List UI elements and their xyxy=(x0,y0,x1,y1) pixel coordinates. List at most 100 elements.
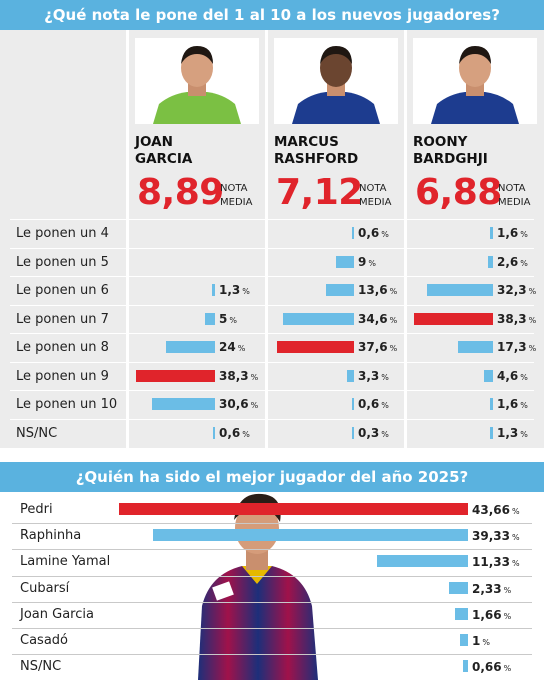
value-label: 1,6% xyxy=(497,226,528,240)
row-divider xyxy=(12,628,532,629)
value-bar xyxy=(335,255,354,268)
value-bar xyxy=(283,312,354,325)
value-bar xyxy=(460,634,468,646)
value-label: 1,66% xyxy=(472,607,512,622)
row-label: Le ponen un 9 xyxy=(16,368,109,384)
value-bar xyxy=(352,398,354,410)
value-label: 1,3% xyxy=(219,283,250,297)
column-divider xyxy=(265,30,268,448)
value-bar xyxy=(204,312,215,325)
column-divider xyxy=(404,30,407,448)
row-divider xyxy=(12,601,532,603)
row-divider xyxy=(10,219,534,220)
value-bar xyxy=(153,529,468,542)
row-label: Joan Garcia xyxy=(20,606,94,622)
row-label: Le ponen un 8 xyxy=(16,340,109,355)
value-bar xyxy=(414,312,493,325)
value-label: 11,33% xyxy=(472,555,520,570)
value-label: 4,6% xyxy=(497,368,528,383)
row-divider xyxy=(10,247,534,249)
value-bar xyxy=(454,607,468,620)
value-bar xyxy=(487,255,493,268)
player-rating: 7,12 xyxy=(276,172,363,213)
row-label: Cubarsí xyxy=(20,580,70,596)
player-name: ROONY BARDGHJI xyxy=(413,134,488,167)
value-label: 38,3% xyxy=(497,311,537,326)
nota-media-label: NOTA MEDIA xyxy=(220,183,253,208)
value-bar xyxy=(489,227,493,239)
value-bar xyxy=(352,426,354,439)
player-rating: 8,89 xyxy=(137,172,224,213)
value-bar xyxy=(352,227,354,239)
value-label: 2,6% xyxy=(497,254,528,269)
value-label: 2,33% xyxy=(472,581,512,596)
player-rating: 6,88 xyxy=(415,172,502,213)
row-divider xyxy=(10,390,534,391)
player-name: JOAN GARCIA xyxy=(135,134,193,167)
value-label: 0,6% xyxy=(358,226,389,240)
nota-media-label: NOTA MEDIA xyxy=(359,183,392,208)
row-label: NS/NC xyxy=(16,425,58,441)
value-label: 1,3% xyxy=(497,425,528,440)
row-divider xyxy=(10,418,534,420)
value-bar xyxy=(449,581,468,594)
value-label: 32,3% xyxy=(497,283,537,297)
player-name: MARCUS RASHFORD xyxy=(274,134,359,167)
value-bar xyxy=(212,284,215,296)
value-bar xyxy=(457,341,493,353)
value-label: 34,6% xyxy=(358,311,398,326)
row-label: Raphinha xyxy=(20,528,82,544)
row-label: Casadó xyxy=(20,633,68,648)
row-divider xyxy=(12,523,532,525)
value-bar xyxy=(347,369,354,382)
value-bar xyxy=(213,426,215,439)
row-divider xyxy=(12,575,532,577)
player-photo xyxy=(135,38,259,124)
value-label: 0,6% xyxy=(219,425,250,440)
value-label: 0,66% xyxy=(472,660,512,675)
row-label: Le ponen un 10 xyxy=(16,397,118,412)
survey1-title: ¿Qué nota le pone del 1 al 10 a los nuev… xyxy=(0,0,544,30)
value-bar xyxy=(426,284,493,296)
value-label: 24% xyxy=(219,340,246,354)
row-divider xyxy=(10,361,534,363)
row-divider xyxy=(10,304,534,306)
value-label: 1,6% xyxy=(497,397,528,411)
featured-player-photo xyxy=(198,493,318,680)
value-label: 39,33% xyxy=(472,529,520,544)
row-label: Le ponen un 7 xyxy=(16,311,109,327)
value-bar xyxy=(377,555,468,568)
value-label: 43,66% xyxy=(472,503,520,517)
nota-media-label: NOTA MEDIA xyxy=(498,183,531,208)
value-label: 9% xyxy=(358,254,376,269)
column-divider xyxy=(126,30,129,448)
player-photo xyxy=(413,38,537,124)
value-bar xyxy=(490,426,493,439)
value-label: 0,3% xyxy=(358,425,389,440)
value-label: 1% xyxy=(472,634,490,648)
value-label: 17,3% xyxy=(497,340,537,354)
row-divider xyxy=(10,276,534,277)
value-bar xyxy=(462,660,468,673)
value-bar xyxy=(136,369,215,382)
value-bar xyxy=(483,369,493,382)
value-label: 13,6% xyxy=(358,283,398,297)
value-label: 38,3% xyxy=(219,368,259,383)
value-bar xyxy=(152,398,215,410)
value-bar xyxy=(118,503,468,515)
value-label: 3,3% xyxy=(358,368,389,383)
row-divider xyxy=(12,549,532,551)
player-photo xyxy=(274,38,398,124)
row-label: Lamine Yamal xyxy=(20,554,111,570)
row-label: Le ponen un 4 xyxy=(16,226,109,241)
value-label: 30,6% xyxy=(219,397,259,411)
value-bar xyxy=(276,341,354,353)
value-bar xyxy=(165,341,215,353)
survey2-title: ¿Quién ha sido el mejor jugador del año … xyxy=(0,462,544,492)
value-label: 37,6% xyxy=(358,340,398,354)
value-bar xyxy=(489,398,493,410)
row-divider xyxy=(12,654,532,656)
row-divider xyxy=(10,333,534,334)
value-label: 0,6% xyxy=(358,397,389,411)
row-label: Pedri xyxy=(20,502,53,517)
